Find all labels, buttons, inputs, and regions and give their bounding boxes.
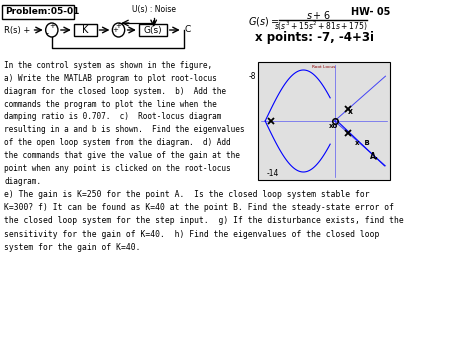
Text: HW- 05: HW- 05: [351, 7, 391, 17]
Text: +: +: [112, 27, 118, 33]
Text: G(s): G(s): [144, 25, 162, 34]
Text: -8: -8: [249, 72, 256, 81]
Text: U(s) : Noise: U(s) : Noise: [132, 5, 176, 14]
Text: Root Locus: Root Locus: [312, 65, 336, 69]
Text: In the control system as shown in the figure,
a) Write the MATLAB program to plo: In the control system as shown in the fi…: [4, 61, 245, 186]
Text: e) The gain is K=250 for the point A.  Is the closed loop system stable for
K=30: e) The gain is K=250 for the point A. Is…: [4, 190, 404, 252]
Text: +: +: [49, 23, 55, 29]
Text: $s(s^3 + 15s^2 + 81s + 175)$: $s(s^3 + 15s^2 + 81s + 175)$: [274, 19, 367, 33]
Text: -14: -14: [267, 169, 279, 178]
Text: x points: -7, -4+3i: x points: -7, -4+3i: [255, 31, 374, 45]
Text: +: +: [116, 23, 122, 29]
Text: x  B: x B: [355, 140, 369, 146]
Text: K: K: [82, 25, 88, 35]
Bar: [139, 24, 167, 36]
Bar: [74, 24, 97, 36]
Bar: [258, 62, 390, 180]
Bar: [2, 5, 74, 19]
Text: $G(s) =$: $G(s) =$: [248, 16, 279, 28]
Text: x: x: [348, 107, 353, 116]
Text: xo: xo: [328, 123, 338, 129]
Text: Problem:05-01: Problem:05-01: [5, 7, 80, 17]
Text: R(s) +: R(s) +: [4, 25, 31, 34]
Text: $s + 6$: $s + 6$: [306, 9, 330, 21]
Text: A,: A,: [369, 152, 378, 161]
Text: -: -: [46, 29, 49, 39]
Text: C: C: [184, 25, 191, 34]
